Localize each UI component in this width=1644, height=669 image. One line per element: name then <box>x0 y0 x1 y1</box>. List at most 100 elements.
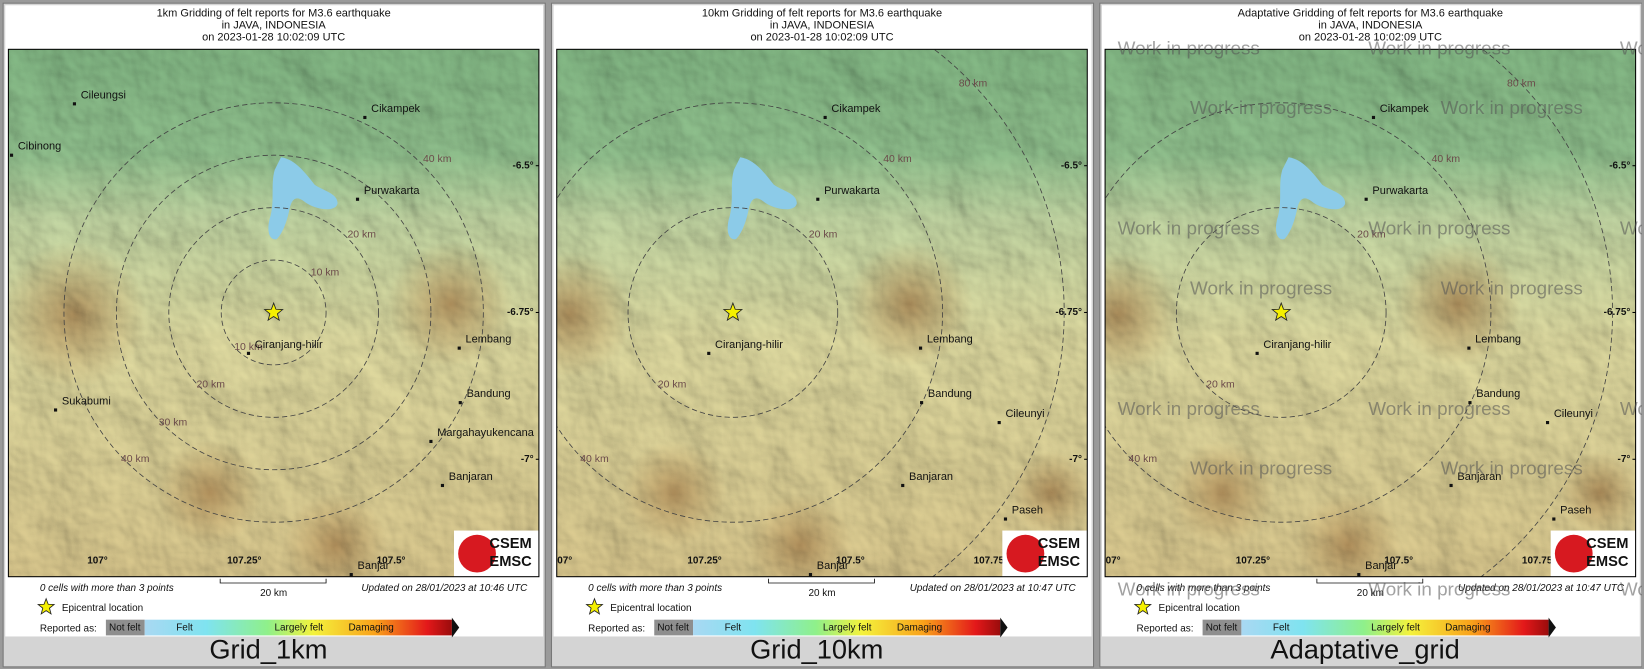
panel: 10km Gridding of felt reports for M3.6 e… <box>550 2 1095 668</box>
level-label: Felt <box>725 623 742 634</box>
lon-label: 107.25° <box>1236 556 1270 567</box>
scale-label: 20 km <box>808 588 835 599</box>
distance-ring <box>115 154 432 471</box>
watermark-text: Work in progress <box>1441 97 1583 118</box>
scale-label: 20 km <box>260 588 287 599</box>
epicenter-star <box>1133 597 1152 615</box>
ring-label: 40 km <box>1129 454 1158 465</box>
city-label: Banjar <box>358 560 390 572</box>
hillshade <box>556 49 1088 577</box>
city-marker <box>997 420 1001 425</box>
ring-label: 20 km <box>658 380 687 391</box>
watermark-text: Work in progress <box>1368 218 1510 239</box>
scale-colors <box>693 619 1001 636</box>
city-label: Bandung <box>467 388 511 400</box>
hillshade <box>1105 49 1636 577</box>
scale-label: 20 km <box>1357 588 1384 599</box>
city-marker <box>1371 115 1376 120</box>
city-marker <box>72 102 77 106</box>
epicenter-star <box>263 301 284 322</box>
legend-epicenter: Epicentral location <box>610 603 691 614</box>
watermark-text: Work in progress <box>1620 37 1644 58</box>
lon-label: 107° <box>552 556 573 567</box>
city-label: Banjar <box>817 560 849 572</box>
city-marker <box>53 408 58 412</box>
city-label: Ciranjang-hilir <box>255 339 323 351</box>
map-title: on 2023-01-28 10:02:09 UTC <box>1299 32 1442 44</box>
cells-note: 0 cells with more than 3 points <box>588 583 722 594</box>
scale-colors <box>1241 619 1549 636</box>
epicenter-star <box>1271 301 1292 322</box>
city-label: Cibinong <box>18 141 61 153</box>
lake <box>1275 157 1346 240</box>
watermark-text: Work in progress <box>1620 218 1644 239</box>
lat-label: -6.75° <box>1055 307 1082 318</box>
panel-caption: Grid_1km <box>209 633 327 664</box>
city-label: Banjaran <box>909 471 953 483</box>
lat-label: -6.75° <box>1604 307 1631 318</box>
city-marker <box>458 401 462 405</box>
logo-text: EMSC <box>1586 554 1629 570</box>
ring-label: 40 km <box>580 454 609 465</box>
ring-label: 20 km <box>1357 230 1386 241</box>
ring-label: 20 km <box>196 380 225 391</box>
ring-label: 40 km <box>423 154 452 165</box>
legend-epicenter: Epicentral location <box>62 603 143 614</box>
city-label: Purwakarta <box>364 185 421 197</box>
map-title: in JAVA, INDONESIA <box>222 20 327 32</box>
watermark: Work in progress Work in progress Work in … <box>1118 37 1644 599</box>
city-marker <box>1357 573 1361 577</box>
city-label: Margahayukencana <box>437 427 535 439</box>
city-marker <box>9 153 14 157</box>
city-label: Paseh <box>1560 505 1591 517</box>
logo: CSEM EMSC <box>453 530 539 577</box>
city-marker <box>1003 517 1008 521</box>
distance-ring <box>931 49 1065 577</box>
epicenter-star <box>722 301 744 322</box>
scale-notfelt <box>654 619 694 636</box>
cells-note: 0 cells with more than 3 points <box>1137 583 1271 594</box>
ring-label: 80 km <box>959 79 988 90</box>
lon-label: 107° <box>87 556 108 567</box>
watermark-text: Work in progress <box>1118 578 1260 599</box>
lake <box>268 157 338 240</box>
map-border <box>1104 48 1637 578</box>
scale-arrow <box>1548 617 1556 638</box>
distance-ring <box>627 207 839 418</box>
level-label: Largely felt <box>823 623 872 634</box>
map-title: 1km Gridding of felt reports for M3.6 ea… <box>157 8 391 20</box>
level-label: Damaging <box>1445 623 1490 634</box>
watermark-text: Work in progress <box>1368 37 1510 58</box>
lat-label: -7° <box>521 454 534 465</box>
legend-reported: Reported as: <box>1137 624 1194 635</box>
lat-label: -6.75° <box>507 307 534 318</box>
scale-bar <box>219 578 327 584</box>
panel-caption: Grid_10km <box>750 633 883 664</box>
map-title: Adaptative Gridding of felt reports for … <box>1238 8 1503 20</box>
city-label: Lembang <box>927 334 973 346</box>
lon-label: 107.25° <box>687 556 721 567</box>
distance-ring <box>63 102 484 523</box>
logo-text: CSEM <box>1586 536 1628 552</box>
logo: CSEM EMSC <box>1002 530 1088 577</box>
ring-label: 80 km <box>1507 79 1536 90</box>
city-marker <box>1255 351 1259 355</box>
city-label: Cileunyi <box>1005 408 1044 420</box>
ring-label: 40 km <box>1432 154 1461 165</box>
city-marker <box>349 573 353 577</box>
lon-label: 107.5° <box>1384 556 1413 567</box>
watermark-text: Work in progress <box>1118 398 1260 419</box>
city-marker <box>920 401 924 405</box>
scale-notfelt <box>105 619 145 636</box>
city-marker <box>816 197 820 201</box>
scale-bar <box>1316 578 1424 584</box>
map-title: on 2023-01-28 10:02:09 UTC <box>202 32 345 44</box>
level-label: Not felt <box>1206 623 1238 634</box>
watermark-text: Work in progress <box>1441 458 1583 479</box>
logo: CSEM EMSC <box>1550 530 1636 577</box>
logo-text: CSEM <box>1038 536 1080 552</box>
watermark-text: Work in progress <box>1190 97 1332 118</box>
city-marker <box>246 351 251 355</box>
legend-epicenter: Epicentral location <box>1159 603 1240 614</box>
ring-label: 30 km <box>159 417 188 428</box>
